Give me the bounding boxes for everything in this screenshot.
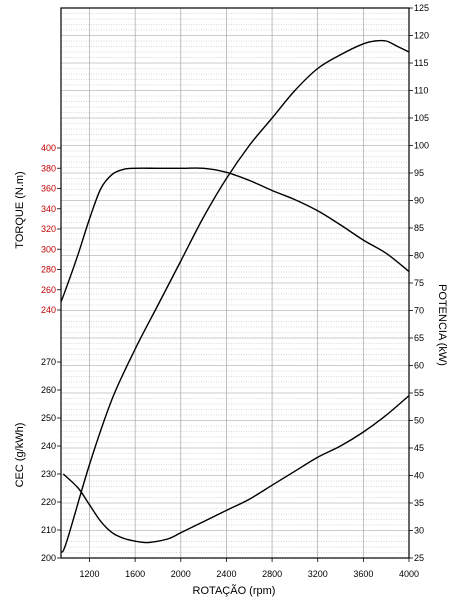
x-tick-label: 1200 <box>80 569 100 579</box>
potencia-tick-label: 25 <box>414 553 424 563</box>
cec-tick-label: 220 <box>41 497 56 507</box>
x-tick-label: 1600 <box>125 569 145 579</box>
potencia-tick-label: 40 <box>414 471 424 481</box>
cec-tick-label: 250 <box>41 413 56 423</box>
potencia-tick-label: 50 <box>414 416 424 426</box>
potencia-tick-label: 85 <box>414 223 424 233</box>
torque-tick-label: 360 <box>41 184 56 194</box>
potencia-tick-label: 120 <box>414 31 429 41</box>
cec-tick-label: 200 <box>41 553 56 563</box>
plot-frame <box>60 7 410 559</box>
potencia-tick-label: 100 <box>414 141 429 151</box>
series-lines <box>60 39 410 553</box>
torque-axis-title: TORQUE (N.m) <box>14 171 26 248</box>
potencia-tick-label: 125 <box>414 3 429 13</box>
potencia-tick-label: 75 <box>414 278 424 288</box>
potencia-tick-label: 55 <box>414 388 424 398</box>
potencia-tick-label: 90 <box>414 196 424 206</box>
potencia-tick-label: 30 <box>414 526 424 536</box>
cec-tick-label: 240 <box>41 441 56 451</box>
grid <box>61 7 410 559</box>
torque-tick-label: 380 <box>41 163 56 173</box>
tick-labels: 25 30 35 40 45 50 55 60 65 70 75 80 85 90 95 100 105 110 1… <box>41 3 429 579</box>
x-axis-title: ROTAÇÃO (rpm) <box>193 584 276 597</box>
potencia-tick-label: 60 <box>414 361 424 371</box>
potencia-tick-label: 65 <box>414 333 424 343</box>
torque-tick-label: 340 <box>41 204 56 214</box>
potencia-tick-label: 110 <box>414 86 428 96</box>
potencia-curve <box>60 39 410 553</box>
cec-axis-title: CEC (g/kWh) <box>14 423 26 488</box>
torque-tick-label: 400 <box>41 143 56 153</box>
cec-curve <box>62 395 410 544</box>
torque-tick-label: 260 <box>41 285 56 295</box>
cec-tick-label: 210 <box>41 525 56 535</box>
potencia-tick-label: 95 <box>414 168 424 178</box>
cec-tick-label: 230 <box>41 469 56 479</box>
potencia-tick-label: 115 <box>414 58 428 68</box>
potencia-tick-label: 45 <box>414 443 424 453</box>
torque-tick-label: 300 <box>41 244 56 254</box>
torque-curve <box>60 167 410 303</box>
potencia-axis-title: POTENCIA (kW) <box>436 284 448 366</box>
potencia-tick-label: 80 <box>414 251 424 261</box>
x-tick-label: 2800 <box>262 569 282 579</box>
x-tick-label: 4000 <box>399 569 419 579</box>
x-tick-label: 3600 <box>353 569 373 579</box>
cec-tick-label: 260 <box>41 385 56 395</box>
potencia-tick-label: 105 <box>414 113 429 123</box>
potencia-tick-label: 35 <box>414 498 424 508</box>
x-tick-label: 3200 <box>308 569 328 579</box>
x-tick-label: 2400 <box>216 569 236 579</box>
cec-tick-label: 270 <box>41 357 56 367</box>
torque-tick-label: 240 <box>41 305 56 315</box>
potencia-tick-label: 70 <box>414 306 424 316</box>
x-tick-label: 2000 <box>171 569 191 579</box>
torque-tick-label: 320 <box>41 224 56 234</box>
torque-tick-label: 280 <box>41 265 56 275</box>
